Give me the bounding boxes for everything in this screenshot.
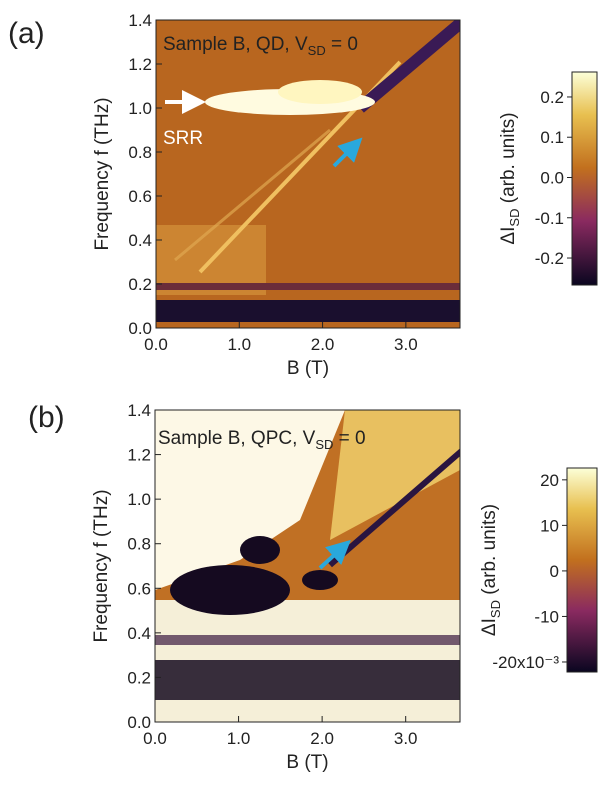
y-tick-label: 0.6	[127, 579, 151, 598]
colorbar-label: ΔISD (arb. units)	[479, 504, 503, 636]
colorbar-tick-label: 0	[550, 562, 559, 581]
colorbar-tick-label: -0.2	[535, 249, 564, 268]
annotation: Sample B, QD, VSD = 0	[163, 34, 358, 58]
colorbar-label-sub: SD	[488, 600, 503, 618]
x-tick-label: 2.0	[311, 335, 335, 354]
y-tick-label: 1.2	[128, 55, 152, 74]
plot-frame	[155, 19, 461, 329]
annotation-tail: = 0	[326, 34, 358, 55]
colorbar-tick-label: -10	[534, 607, 559, 626]
y-tick-label: 1.2	[127, 446, 151, 465]
y-tick-label: 1.4	[127, 401, 151, 420]
y-axis-label: Frequency f (THz)	[91, 489, 112, 642]
panel-label: (b)	[28, 401, 65, 434]
annotation-sub: SD	[315, 437, 333, 452]
heatmap-b	[155, 410, 460, 722]
colorbar	[571, 71, 598, 286]
colorbar-tick-label: -20x10⁻³	[492, 653, 559, 672]
y-tick-label: 1.0	[128, 99, 152, 118]
colorbar-label-tail: (arb. units)	[479, 504, 500, 600]
y-tick-label: 1.0	[127, 490, 151, 509]
y-tick-label: 1.4	[128, 11, 152, 30]
x-tick-label: 0.0	[143, 729, 167, 748]
y-tick-label: 0.8	[128, 143, 152, 162]
marker-label: SRR	[163, 128, 203, 149]
colorbar-tick-label: 20	[540, 471, 559, 490]
colorbar-tick-label: 0.0	[540, 168, 564, 187]
x-tick-label: 1.0	[227, 335, 251, 354]
colorbar-label-text: ΔI	[479, 618, 500, 636]
x-axis-label: B (T)	[287, 358, 329, 379]
x-tick-label: 2.0	[310, 729, 334, 748]
colorbar-label-tail: (arb. units)	[498, 112, 519, 208]
annotation-text: Sample B, QPC, V	[158, 428, 316, 449]
y-axis-label: Frequency f (THz)	[92, 97, 113, 250]
heatmap-a	[156, 20, 460, 328]
x-axis-label: B (T)	[286, 752, 328, 773]
colorbar-tick-label: -0.1	[535, 209, 564, 228]
colorbar-label-text: ΔI	[498, 227, 519, 245]
y-tick-label: 0.6	[128, 187, 152, 206]
annotation-sub: SD	[308, 43, 326, 58]
y-tick-label: 0.4	[128, 231, 152, 250]
arrow	[318, 539, 351, 570]
colorbar-tick-label: 10	[540, 516, 559, 535]
annotation-tail: = 0	[333, 428, 365, 449]
y-tick-label: 0.0	[128, 319, 152, 338]
x-tick-label: 3.0	[394, 335, 418, 354]
y-tick-label: 0.4	[127, 624, 151, 643]
y-tick-label: 0.2	[128, 275, 152, 294]
colorbar-label-sub: SD	[507, 209, 522, 227]
colorbar-tick-label: 0.2	[540, 88, 564, 107]
arrow	[332, 137, 363, 168]
colorbar-tick-label: 0.1	[540, 128, 564, 147]
annotation: Sample B, QPC, VSD = 0	[158, 428, 366, 452]
x-tick-label: 1.0	[227, 729, 251, 748]
colorbar-label: ΔISD (arb. units)	[498, 112, 522, 244]
colorbar	[566, 467, 598, 673]
plot-frame	[154, 409, 461, 723]
x-tick-label: 3.0	[394, 729, 418, 748]
panel-label: (a)	[8, 17, 45, 50]
y-tick-label: 0.8	[127, 535, 151, 554]
annotation-text: Sample B, QD, V	[163, 34, 308, 55]
y-tick-label: 0.0	[127, 713, 151, 732]
y-tick-label: 0.2	[127, 668, 151, 687]
x-tick-label: 0.0	[144, 335, 168, 354]
